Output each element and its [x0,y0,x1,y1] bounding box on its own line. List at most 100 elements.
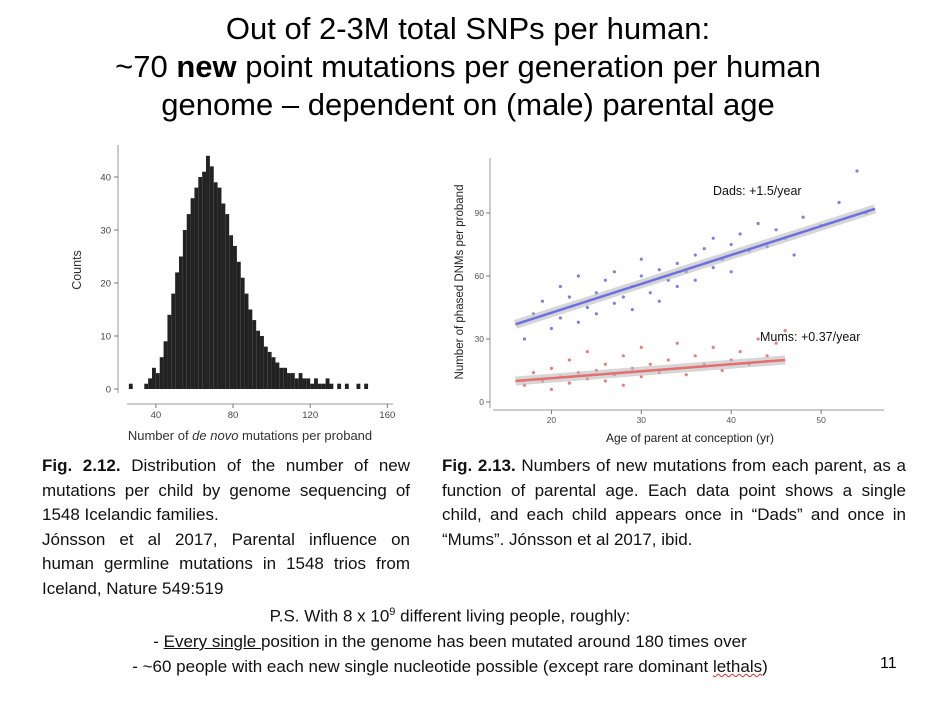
title-bold: new [176,49,237,84]
x-tick-label: 40 [151,410,162,421]
bar [248,309,253,389]
point [648,291,652,295]
point [756,221,760,226]
point [558,284,563,289]
bar [152,367,156,389]
bar [213,182,218,389]
bar [233,245,237,389]
caption-right: Fig. 2.13. Numbers of new mutations from… [442,454,906,552]
bar [229,235,234,389]
x-tick-label: 160 [379,410,395,421]
bar [198,177,203,389]
point [765,354,769,358]
y-axis-label: Number of phased DNMs per proband [454,185,466,380]
point [585,350,589,354]
point [612,301,616,305]
point [621,295,625,299]
caption-text: Jónsson et al 2017, Parental influence o… [42,529,410,598]
x-tick-label: 120 [302,410,318,421]
y-tick-label: 30 [100,226,111,237]
series-label: Dads: +1.5/year [713,184,802,198]
bar [182,230,187,389]
bar [317,383,322,389]
bar [217,187,222,389]
title-line: genome – dependent on (male) parental ag… [161,87,775,122]
caption-label: Fig. 2.12. [42,456,121,475]
bar [209,166,214,389]
bar [159,357,164,389]
point [549,326,554,331]
point [693,253,697,257]
bar [194,187,199,389]
y-tick-label: 40 [100,173,111,184]
point [684,373,688,377]
x-axis-label-part: de novo [192,428,238,443]
bar [294,378,299,389]
bar [283,367,288,389]
bar [290,373,295,389]
bar [298,373,303,389]
y-tick-label: 60 [475,271,485,281]
bar [128,383,133,389]
bar [240,277,245,389]
point [531,371,536,375]
ps-sup: 9 [389,606,396,618]
point [702,247,706,251]
bar [202,171,207,389]
page-number: 11 [880,655,897,672]
point [711,345,715,349]
point [657,299,661,303]
point [567,358,572,362]
title-line: ~70 new point mutations per generation p… [0,48,936,86]
x-tick-label: 30 [637,415,647,425]
point [720,368,724,373]
y-tick-label: 20 [100,279,111,290]
point [576,274,580,278]
bar [221,203,226,389]
x-axis-label-part: mutations per proband [238,428,372,443]
point [711,266,715,270]
caption-left: Fig. 2.12. Distribution of the number of… [42,454,410,602]
bar [236,261,241,389]
point [675,261,679,265]
point [594,312,598,316]
bar [206,155,210,389]
point [738,350,742,354]
point [621,383,625,387]
slide-title: Out of 2-3M total SNPs per human: ~70 ne… [0,10,936,124]
ps-line: - Every single position in the genome ha… [0,632,900,652]
ps-line: - ~60 people with each new single nucleo… [0,657,900,677]
point [567,295,572,299]
bar [306,378,311,389]
bar [186,214,191,389]
point [729,242,733,247]
bar [364,383,369,389]
bar [260,336,264,389]
point [603,379,607,383]
point [549,387,554,391]
point [603,278,607,282]
bar [263,346,268,389]
ps-text: position in the genome has been mutated … [260,632,747,651]
point [639,274,643,278]
point [774,341,778,345]
bar [344,383,349,389]
point [675,284,679,289]
point [576,320,580,324]
bar [171,293,176,389]
y-tick-label: 90 [475,208,485,218]
bar [190,198,195,389]
ps-misspelled: lethals [712,657,763,676]
bar [163,341,168,389]
bar [179,256,183,389]
point [675,341,679,345]
ps-text: different living people, roughly: [395,606,631,626]
point [729,270,733,274]
point [567,381,572,385]
title-text: ~70 [115,49,177,84]
point [693,354,697,358]
point [630,308,634,312]
bar [310,383,315,389]
point [522,337,527,341]
